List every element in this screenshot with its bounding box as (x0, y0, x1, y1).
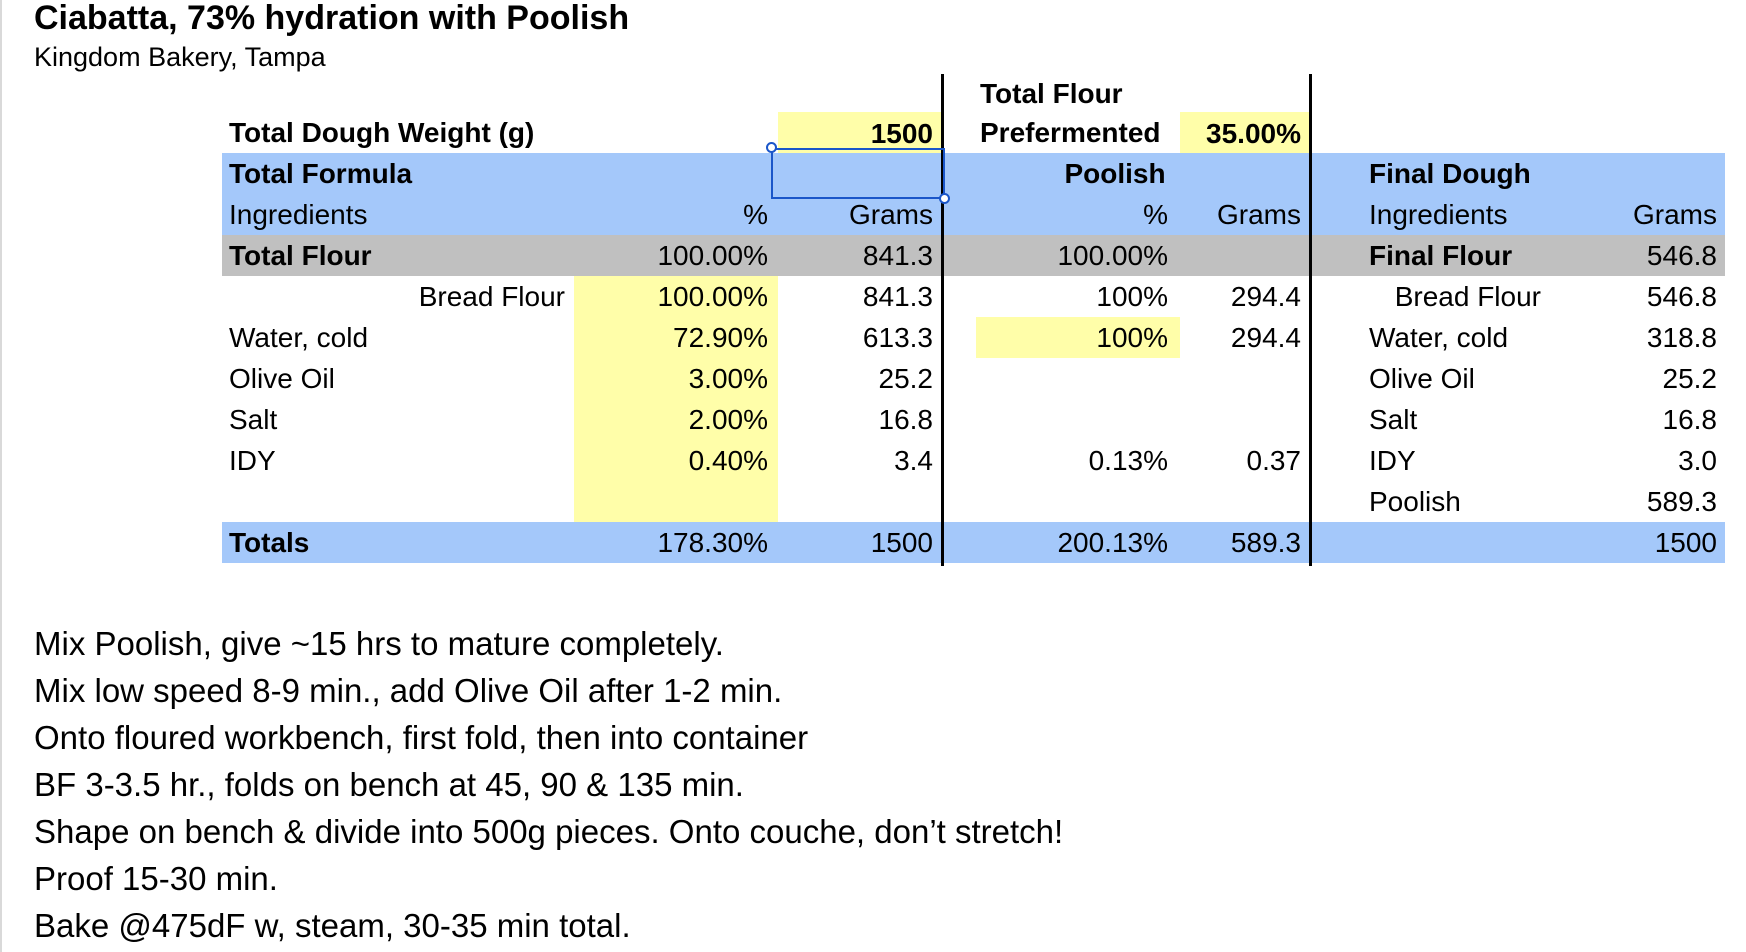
table-row-pct[interactable]: 100.00% (657, 281, 768, 312)
table-row-grams: 25.2 (878, 363, 934, 394)
cell-selection[interactable] (771, 148, 945, 199)
column-divider-2 (1309, 74, 1312, 566)
table-row-name: Water, cold (229, 322, 369, 353)
selection-fill-handle[interactable] (939, 193, 950, 204)
preferment-value[interactable]: 35.00% (1206, 118, 1301, 149)
header-band (222, 153, 1725, 235)
instruction-line: Bake @475dF w, steam, 30-35 min total. (34, 907, 631, 944)
table-row-name: Olive Oil (229, 363, 335, 394)
poolish-row-pct: 0.13% (1088, 445, 1168, 476)
instruction-line: BF 3-3.5 hr., folds on bench at 45, 90 &… (34, 766, 744, 803)
instruction-line: Mix Poolish, give ~15 hrs to mature comp… (34, 625, 724, 662)
final-row-grams: 3.0 (1678, 445, 1717, 476)
poolish-title: Poolish (1064, 158, 1166, 189)
total-formula-title: Total Formula (229, 158, 413, 189)
instruction-line: Mix low speed 8-9 min., add Olive Oil af… (34, 672, 783, 709)
table-row-name: Salt (229, 404, 278, 435)
col-grams: Grams (849, 199, 933, 230)
preferment-label-line2: Prefermented (980, 117, 1161, 148)
table-row-grams: 3.4 (894, 445, 933, 476)
table-row-pct[interactable]: 72.90% (673, 322, 768, 353)
dough-weight-value[interactable]: 1500 (870, 118, 933, 149)
totals-grams: 1500 (870, 527, 933, 558)
col-percent: % (743, 199, 768, 230)
poolish-totals-pct: 200.13% (1057, 527, 1168, 558)
final-dough-title: Final Dough (1369, 158, 1531, 189)
col-ingredients: Ingredients (229, 199, 368, 230)
instruction-line: Proof 15-30 min. (34, 860, 278, 897)
selection-start-handle[interactable] (766, 142, 777, 153)
poolish-row-grams: 0.37 (1246, 445, 1302, 476)
totals-pct: 178.30% (657, 527, 768, 558)
poolish-row-pct: 100.00% (1057, 240, 1168, 271)
final-row-name: Salt (1369, 404, 1418, 435)
instruction-line: Shape on bench & divide into 500g pieces… (34, 813, 1064, 850)
table-row-grams: 841.3 (862, 240, 933, 271)
totals-label: Totals (229, 527, 310, 558)
preferment-label-line1: Total Flour (980, 78, 1123, 109)
table-row-pct[interactable]: 2.00% (688, 404, 768, 435)
final-row-name: Bread Flour (1394, 281, 1541, 312)
table-row-name: Total Flour (229, 240, 372, 271)
total-flour-band (222, 235, 1725, 276)
table-row-grams: 613.3 (862, 322, 933, 353)
preferment-input-bg (1180, 112, 1309, 153)
totals-band (222, 522, 1725, 563)
final-row-name: Final Flour (1369, 240, 1513, 271)
dough-weight-label: Total Dough Weight (g) (229, 117, 535, 148)
poolish-row-pct: 100% (1096, 281, 1168, 312)
final-row-name: Poolish (1369, 486, 1461, 517)
final-row-grams: 589.3 (1646, 486, 1717, 517)
poolish-row-grams: 294.4 (1230, 281, 1301, 312)
poolish-col-percent: % (1143, 199, 1168, 230)
poolish-col-grams: Grams (1217, 199, 1301, 230)
recipe-title: Ciabatta, 73% hydration with Poolish (34, 0, 630, 37)
poolish-row-pct[interactable]: 100% (1096, 322, 1168, 353)
table-row-name: IDY (229, 445, 276, 476)
final-row-grams: 546.8 (1646, 240, 1717, 271)
column-divider-1 (941, 74, 944, 566)
instructions: Mix Poolish, give ~15 hrs to mature comp… (34, 620, 1063, 949)
percent-input-column (574, 276, 778, 522)
table-row-pct: 100.00% (657, 240, 768, 271)
poolish-totals-grams: 589.3 (1230, 527, 1301, 558)
table-row-pct[interactable]: 3.00% (688, 363, 768, 394)
final-totals-grams: 1500 (1654, 527, 1717, 558)
table-row-name: Bread Flour (418, 281, 565, 312)
final-row-grams: 25.2 (1662, 363, 1718, 394)
final-col-ingredients: Ingredients (1369, 199, 1508, 230)
poolish-row-grams: 294.4 (1230, 322, 1301, 353)
final-row-grams: 318.8 (1646, 322, 1717, 353)
sheet-edge (0, 0, 2, 952)
recipe-subtitle: Kingdom Bakery, Tampa (34, 42, 326, 72)
table-row-grams: 841.3 (862, 281, 933, 312)
instruction-line: Onto floured workbench, first fold, then… (34, 719, 809, 756)
final-col-grams: Grams (1633, 199, 1717, 230)
final-row-name: Olive Oil (1369, 363, 1475, 394)
final-row-grams: 546.8 (1646, 281, 1717, 312)
final-row-grams: 16.8 (1662, 404, 1718, 435)
table-row-grams: 16.8 (878, 404, 934, 435)
final-row-name: IDY (1369, 445, 1416, 476)
final-row-name: Water, cold (1369, 322, 1509, 353)
table-row-pct[interactable]: 0.40% (688, 445, 768, 476)
dough-weight-input-bg (778, 112, 942, 153)
poolish-water-input-bg (976, 317, 1180, 358)
